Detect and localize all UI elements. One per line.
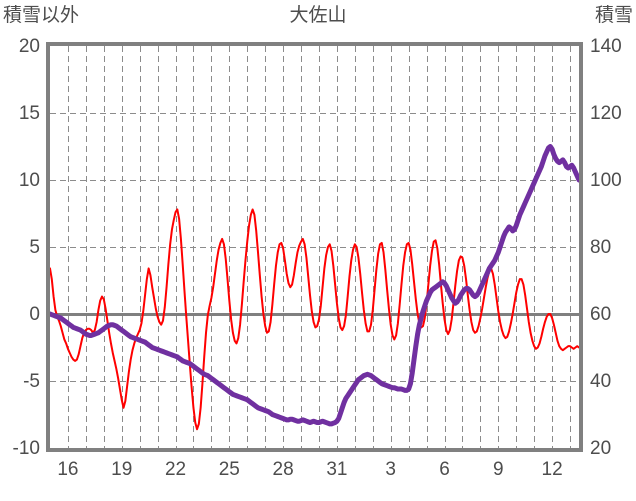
right-axis-tick: 80: [590, 237, 612, 258]
x-axis-tick: 25: [218, 459, 240, 480]
x-axis-tick: 3: [385, 459, 396, 480]
left-axis-tick: 20: [18, 36, 40, 57]
x-axis-tick: 6: [439, 459, 450, 480]
x-axis-tick: 12: [541, 459, 563, 480]
chart-title: 大佐山: [289, 5, 347, 26]
plot-inner: [50, 46, 579, 448]
x-axis-tick: 31: [326, 459, 348, 480]
right-axis-tick: 40: [590, 371, 612, 392]
left-axis-tick: 15: [18, 103, 40, 124]
right-axis-tick: 60: [590, 304, 612, 325]
left-axis-tick: -5: [23, 371, 40, 392]
left-axis-tick: 5: [29, 237, 40, 258]
right-axis-tick: 140: [590, 36, 622, 57]
left-axis-tick: -10: [12, 438, 40, 459]
right-axis-tick: 100: [590, 170, 622, 191]
right-axis-tick: 120: [590, 103, 622, 124]
x-axis-tick: 28: [272, 459, 294, 480]
x-axis-tick: 16: [57, 459, 79, 480]
x-axis-tick: 22: [164, 459, 187, 480]
left-axis-tick: 0: [29, 304, 40, 325]
left-axis-unit-label: 積雪以外: [3, 5, 80, 26]
series-lines: [50, 144, 579, 431]
x-axis-tick: 19: [111, 459, 133, 480]
right-axis-tick: 20: [590, 438, 612, 459]
right-axis-unit-label: 積雪: [594, 5, 633, 26]
plot-area: [46, 42, 583, 452]
left-axis-tick: 10: [18, 170, 40, 191]
x-axis-tick: 9: [493, 459, 504, 480]
